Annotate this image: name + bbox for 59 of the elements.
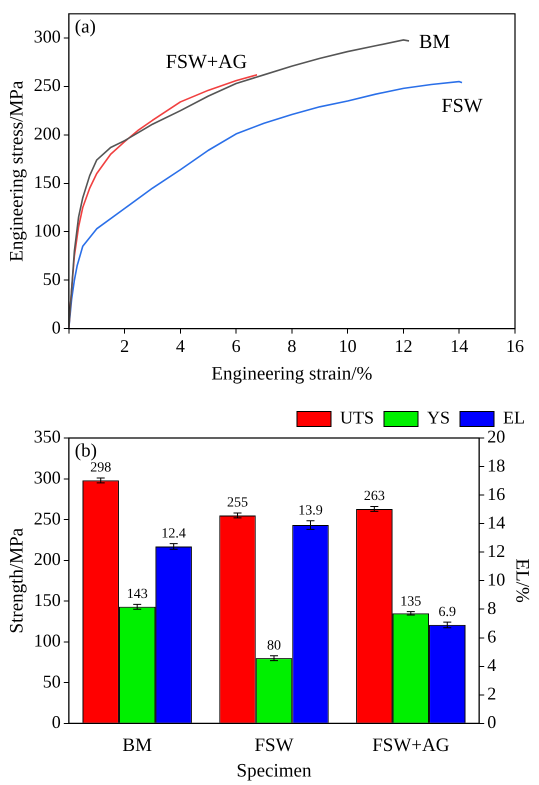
series-label: FSW bbox=[441, 94, 483, 117]
y-tick-label: 300 bbox=[34, 26, 61, 47]
y-tick-label: 250 bbox=[34, 508, 61, 528]
y2-tick-label: 10 bbox=[487, 569, 506, 590]
y2-tick-label: 2 bbox=[487, 684, 496, 704]
y-tick-label: 300 bbox=[34, 468, 61, 488]
y2-tick-label: 4 bbox=[487, 655, 496, 676]
x-axis-title: Specimen bbox=[236, 760, 312, 782]
y2-tick-label: 12 bbox=[487, 540, 506, 561]
y-tick-label: 100 bbox=[34, 630, 61, 651]
legend-label: UTS bbox=[340, 408, 374, 428]
data-label: 80 bbox=[267, 638, 281, 654]
y2-tick-label: 0 bbox=[487, 712, 496, 732]
y-tick-label: 150 bbox=[34, 172, 61, 192]
y-tick-label: 50 bbox=[42, 671, 61, 692]
legend-label: EL bbox=[503, 408, 526, 428]
x-tick-label: 2 bbox=[120, 336, 130, 356]
x-tick-label: FSW bbox=[254, 734, 294, 756]
x-tick-label: 14 bbox=[450, 336, 468, 356]
data-label: 13.9 bbox=[298, 503, 323, 518]
y-tick-label: 150 bbox=[34, 590, 61, 610]
x-tick-label: 8 bbox=[287, 336, 296, 356]
legend-label: YS bbox=[427, 408, 450, 428]
x-tick-label: 6 bbox=[232, 336, 241, 356]
data-label: 298 bbox=[90, 460, 112, 476]
data-label: 263 bbox=[364, 489, 385, 504]
x-tick-label: 12 bbox=[394, 336, 412, 356]
y2-tick-label: 18 bbox=[487, 455, 506, 476]
annotation: (a) bbox=[74, 16, 96, 38]
data-label: 6.9 bbox=[438, 604, 456, 620]
data-label: 143 bbox=[126, 587, 148, 602]
y2-tick-label: 6 bbox=[487, 626, 496, 647]
y2-tick-label: 16 bbox=[487, 484, 506, 504]
x-tick-label: 10 bbox=[338, 336, 357, 356]
y-tick-label: 200 bbox=[34, 549, 61, 570]
x-tick-label: 4 bbox=[176, 336, 185, 356]
y2-tick-label: 14 bbox=[487, 512, 506, 532]
data-label: 135 bbox=[400, 594, 422, 610]
x-tick-label: FSW+AG bbox=[372, 734, 450, 756]
data-label: 255 bbox=[227, 496, 248, 511]
x-tick-label: 16 bbox=[506, 336, 524, 356]
y2-tick-label: 20 bbox=[487, 426, 506, 447]
y-tick-label: 200 bbox=[34, 124, 61, 144]
y2-tick-label: 8 bbox=[487, 598, 496, 618]
y-axis-title: Engineering stress/MPa bbox=[6, 80, 28, 262]
y-tick-label: 50 bbox=[42, 268, 61, 289]
annotation: (b) bbox=[74, 440, 97, 462]
y-tick-label: 250 bbox=[34, 75, 61, 96]
x-axis-title: Engineering strain/% bbox=[211, 364, 373, 385]
y2-axis-title: EL/% bbox=[512, 558, 533, 604]
y-tick-label: 100 bbox=[34, 220, 61, 240]
y-tick-label: 350 bbox=[34, 426, 61, 447]
data-label: 12.4 bbox=[161, 526, 186, 542]
y-axis-title: Strength/MPa bbox=[6, 527, 28, 634]
x-tick-label: BM bbox=[122, 734, 152, 756]
y-tick-label: 0 bbox=[52, 712, 61, 732]
series-label: BM bbox=[419, 31, 450, 54]
y-tick-label: 0 bbox=[52, 317, 61, 338]
series-label: FSW+AG bbox=[166, 51, 248, 74]
